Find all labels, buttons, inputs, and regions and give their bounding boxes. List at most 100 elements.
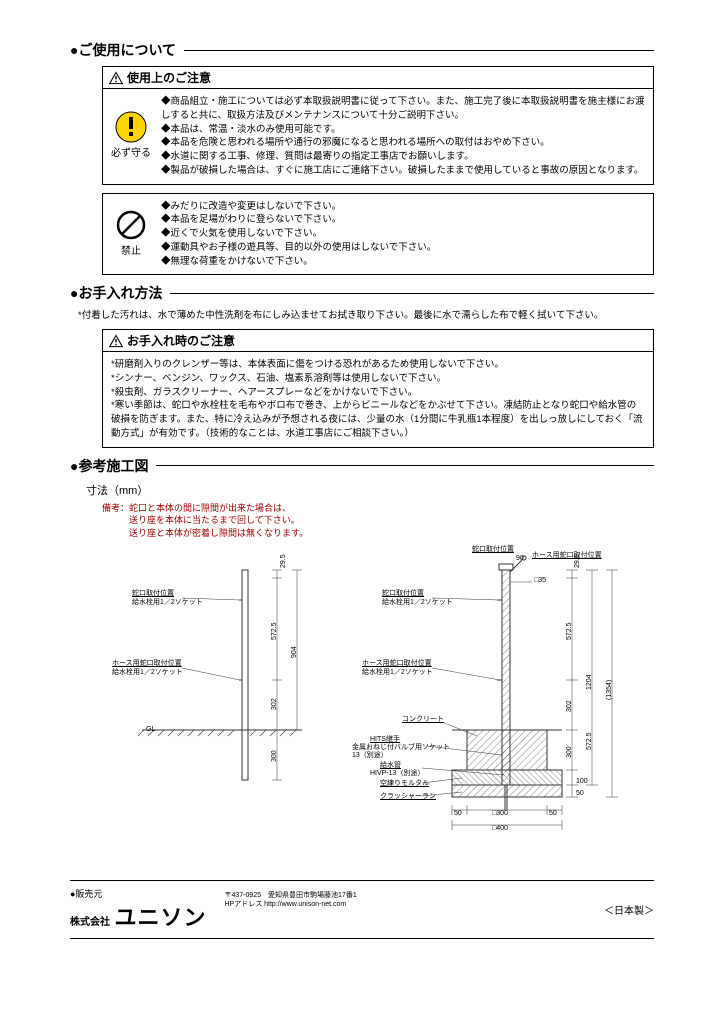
hits-label: HITS継手 bbox=[370, 736, 400, 744]
socket-label: 給水栓用1／2ソケット bbox=[112, 669, 183, 677]
dim: 1204 bbox=[586, 674, 594, 690]
prohibit-label: 禁止 bbox=[121, 245, 141, 260]
rule bbox=[170, 293, 654, 294]
dim: □300 bbox=[492, 810, 508, 818]
maintenance-note: *付着した汚れは、水で薄めた中性洗剤を布にしみ込ませてお拭き取り下さい。最後に水… bbox=[78, 309, 654, 323]
prohibit-item: 運動具やお子様の遊具等、目的以外の使用はしないで下さい。 bbox=[161, 241, 436, 255]
care-item: *研磨剤入りのクレンザー等は、本体表面に傷をつける恐れがあるため使用しないで下さ… bbox=[111, 358, 645, 372]
prohibit-item: 近くで火気を使用しないで下さい。 bbox=[161, 227, 436, 241]
prohibit-icon bbox=[115, 209, 147, 241]
usage-title: ●ご使用について bbox=[70, 40, 176, 60]
socket-label: 給水栓用1／2ソケット bbox=[132, 599, 203, 607]
dim: 50 bbox=[549, 810, 557, 818]
remark-prefix: 備考： bbox=[102, 503, 129, 513]
dim: 572.5 bbox=[271, 622, 279, 640]
dim: 50 bbox=[576, 790, 584, 798]
prohibit-box: 禁止 みだりに改造や変更はしないで下さい。 本品を足場がわりに登らないで下さい。… bbox=[102, 193, 654, 276]
dim-label: 寸法（mm） bbox=[86, 482, 654, 498]
section-diagram: ●参考施工図 bbox=[70, 456, 654, 476]
mandatory-icon bbox=[115, 111, 147, 143]
precaution-header: 使用上のご注意 bbox=[103, 67, 653, 89]
angle-label: 90 bbox=[516, 555, 524, 563]
diagram-title: ●参考施工図 bbox=[70, 456, 148, 476]
gl-label: GL bbox=[146, 726, 155, 734]
dim: □400 bbox=[492, 825, 508, 833]
hose-label: ホース用蛇口取付位置 bbox=[112, 660, 182, 668]
mortar-label: 空練りモルタル bbox=[380, 780, 429, 788]
dim: 302 bbox=[566, 700, 574, 712]
dim: 572.5 bbox=[566, 622, 574, 640]
prohibit-text: みだりに改造や変更はしないで下さい。 本品を足場がわりに登らないで下さい。 近く… bbox=[159, 194, 444, 275]
prohibit-row: 禁止 みだりに改造や変更はしないで下さい。 本品を足場がわりに登らないで下さい。… bbox=[103, 194, 653, 275]
mandatory-item: 商品組立・施工については必ず本取扱説明書に従って下さい。また、施工完了後に本取扱… bbox=[161, 95, 645, 123]
warning-icon bbox=[109, 334, 123, 348]
mandatory-label: 必ず守る bbox=[111, 147, 151, 162]
concrete-label: コンクリート bbox=[402, 716, 444, 724]
brand-name: ユニソン bbox=[114, 905, 206, 930]
dim: 29.5 bbox=[280, 554, 288, 568]
mandatory-item: 製品が破損した場合は、すぐに施工店にご連絡下さい。破損したままで使用していると事… bbox=[161, 164, 645, 178]
rule bbox=[156, 465, 654, 466]
mandatory-item: 水道に関する工事、修理、質問は最寄りの指定工事店でお願いします。 bbox=[161, 150, 645, 164]
mandatory-row: 必ず守る 商品組立・施工については必ず本取扱説明書に従って下さい。また、施工完了… bbox=[103, 89, 653, 184]
precaution-box: 使用上のご注意 必ず守る 商品組立・施工については必ず本取扱説明書に従って下さい… bbox=[102, 66, 654, 185]
dim: 302 bbox=[271, 698, 279, 710]
remark-line: 送り座と本体が密着し隙間は無くなります。 bbox=[129, 528, 308, 538]
mandatory-icon-col: 必ず守る bbox=[103, 89, 159, 184]
address-block: 〒437-0925 愛知県豊田市駒場藤池17番1 HPアドレス http://w… bbox=[224, 891, 356, 909]
metal-socket-label: 金属おねじ付バルブ用ソケット bbox=[352, 744, 450, 752]
socket-label: 給水栓用1／2ソケット bbox=[382, 599, 453, 607]
addr-postal: 〒437-0925 愛知県豊田市駒場藤池17番1 bbox=[224, 891, 356, 900]
care-header-text: お手入れ時のご注意 bbox=[127, 332, 235, 349]
maintenance-title: ●お手入れ方法 bbox=[70, 283, 162, 303]
faucet-label: 蛇口取付位置 bbox=[382, 590, 424, 598]
diagram-left: GL 蛇口取付位置 給水栓用1／2ソケット ホース用蛇口取付位置 給水栓用1／2… bbox=[102, 550, 332, 830]
metal-socket-label2: 13（別途） bbox=[352, 752, 388, 760]
diagram-right: 蛇口取付位置 90 ホース用蛇口取付位置 □35 蛇口取付位置 給水栓用1／2ソ… bbox=[352, 550, 642, 850]
dim: (1354) bbox=[606, 679, 614, 699]
dim: 50 bbox=[454, 810, 462, 818]
mandatory-item: 本品を危険と思われる場所や通行の邪魔になると思われる場所への取付はおやめ下さい。 bbox=[161, 136, 645, 150]
care-header: お手入れ時のご注意 bbox=[103, 330, 653, 352]
remark-line: 送り座を本体に当たるまで回して下さい。 bbox=[129, 515, 300, 525]
diagrams: GL 蛇口取付位置 給水栓用1／2ソケット ホース用蛇口取付位置 給水栓用1／2… bbox=[102, 550, 654, 850]
care-item: *シンナー、ベンジン、ワックス、石油、塩素系溶剤等は使用しないで下さい。 bbox=[111, 372, 645, 386]
dealer-label: ●販売元 bbox=[70, 887, 206, 900]
precaution-header-text: 使用上のご注意 bbox=[127, 69, 211, 86]
care-item: *寒い季節は、蛇口や水栓柱を毛布やボロ布で巻き、上からビニールなどをかぶせて下さ… bbox=[111, 399, 645, 440]
faucet-label: 蛇口取付位置 bbox=[132, 590, 174, 598]
rule bbox=[184, 50, 654, 51]
section-maintenance: ●お手入れ方法 bbox=[70, 283, 654, 303]
crusher-label: クラッシャーラン bbox=[380, 793, 436, 801]
pipe-label: HIVP-13（別途） bbox=[370, 770, 424, 778]
footer: ●販売元 株式会社 ユニソン 〒437-0925 愛知県豊田市駒場藤池17番1 … bbox=[70, 880, 654, 939]
dim: 29.5 bbox=[574, 554, 582, 568]
remark-line: 蛇口と本体の間に隙間が出来た場合は、 bbox=[129, 503, 291, 513]
prohibit-item: 無理な荷重をかけないで下さい。 bbox=[161, 255, 436, 269]
care-item: *殺虫剤、ガラスクリーナー、ヘアースプレーなどをかけないで下さい。 bbox=[111, 386, 645, 400]
warning-icon bbox=[109, 71, 123, 85]
section-usage: ●ご使用について bbox=[70, 40, 654, 60]
footer-dealer-block: ●販売元 株式会社 ユニソン bbox=[70, 887, 206, 932]
box35-label: □35 bbox=[534, 577, 546, 585]
dim: 100 bbox=[576, 778, 588, 786]
dim: 904 bbox=[291, 646, 299, 658]
dim: 300 bbox=[566, 746, 574, 758]
care-box: お手入れ時のご注意 *研磨剤入りのクレンザー等は、本体表面に傷をつける恐れがある… bbox=[102, 329, 654, 448]
hose-top-label: ホース用蛇口取付位置 bbox=[532, 552, 602, 560]
footer-left: ●販売元 株式会社 ユニソン 〒437-0925 愛知県豊田市駒場藤池17番1 … bbox=[70, 887, 357, 932]
dim: 572.5 bbox=[586, 732, 594, 750]
company-name: 株式会社 bbox=[70, 917, 110, 928]
dim: 300 bbox=[271, 750, 279, 762]
prohibit-item: みだりに改造や変更はしないで下さい。 bbox=[161, 200, 436, 214]
pipe-name: 給水管 bbox=[380, 762, 401, 770]
prohibit-item: 本品を足場がわりに登らないで下さい。 bbox=[161, 213, 436, 227]
socket-label: 給水栓用1／2ソケット bbox=[362, 669, 433, 677]
hose-label: ホース用蛇口取付位置 bbox=[362, 660, 432, 668]
remark: 備考：蛇口と本体の間に隙間が出来た場合は、 備考：送り座を本体に当たるまで回して… bbox=[102, 502, 654, 540]
mandatory-item: 本品は、常温・淡水のみ使用可能です。 bbox=[161, 123, 645, 137]
prohibit-icon-col: 禁止 bbox=[103, 194, 159, 275]
made-in: ＜日本製＞ bbox=[604, 902, 654, 917]
addr-url: HPアドレス http://www.unison-net.com bbox=[224, 900, 356, 909]
care-body: *研磨剤入りのクレンザー等は、本体表面に傷をつける恐れがあるため使用しないで下さ… bbox=[103, 352, 653, 447]
